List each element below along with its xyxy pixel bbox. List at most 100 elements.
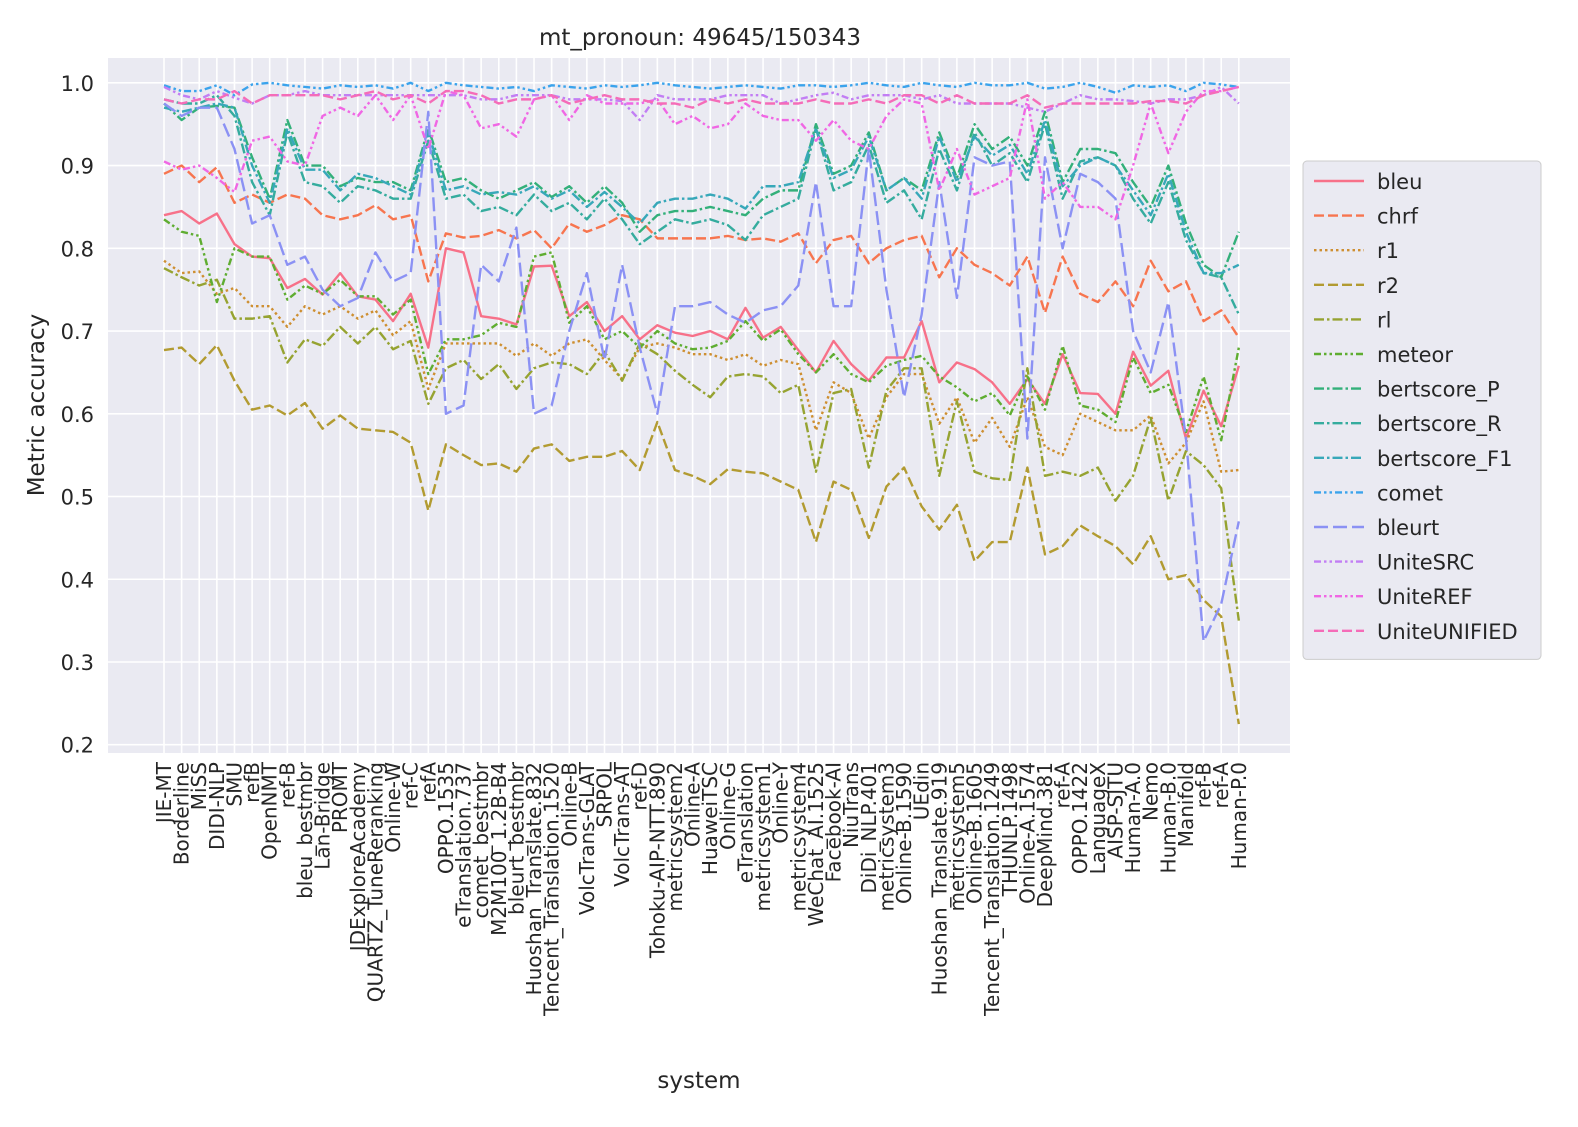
x-tick-label: M2M100_1.2B-B4 (487, 762, 511, 936)
series-line-UniteSRC (163, 85, 1240, 122)
x-tick-label: JIE-MT (152, 761, 176, 825)
x-tick-label: OPPO.1422 (1068, 762, 1092, 874)
legend-label: bleu (1377, 170, 1422, 194)
x-tick-label: THUNLP.1498 (998, 762, 1022, 897)
x-tick-label: MiSS (187, 762, 211, 810)
x-tick-label: Human-A.0 (1121, 762, 1145, 873)
x-tick-label: DeepMind.381 (1033, 762, 1057, 907)
x-tick-label: ref-A (1209, 762, 1233, 809)
x-tick-label: eTranslation.737 (452, 762, 476, 928)
series-line-meteor (163, 218, 1240, 442)
x-tick-label: metricsystem4 (786, 762, 810, 911)
y-tick-label: 0.6 (61, 403, 94, 427)
x-tick-label: PROMT (328, 761, 352, 833)
x-tick-label: ref-C (399, 762, 423, 809)
x-tick-label: Online-Y (769, 761, 793, 843)
x-tick-label: metricsystem3 (874, 762, 898, 911)
x-tick-label: Tencent_Translation.1249 (980, 762, 1004, 1017)
legend-label: r2 (1377, 274, 1399, 298)
series-line-UniteREF (163, 85, 1240, 221)
x-tick-label: Online-G (716, 762, 740, 850)
x-tick-label: Human-B.0 (1156, 762, 1180, 873)
x-tick-label: WeChat_AI.1525 (804, 762, 828, 926)
x-tick-label: Borderline (170, 762, 194, 865)
x-tick-label: VolcTrans-AT (610, 761, 634, 887)
y-tick-label: 0.5 (61, 486, 94, 510)
plot-area (108, 58, 1290, 753)
y-tick-label: 0.9 (61, 155, 94, 179)
x-tick-label: SRPOL (593, 761, 617, 827)
legend-label: comet (1377, 481, 1443, 505)
x-tick-label: Online-W (381, 762, 405, 853)
x-tick-label: VolcTrans-GLAT (575, 761, 599, 915)
legend-label: UniteSRC (1377, 551, 1474, 575)
legend: bleu chrf r1 r2 rl meteor bertscore_P bertscore… (1302, 160, 1542, 660)
x-tick-label: OPPO.1535 (434, 762, 458, 874)
x-axis-ticks: JIE-MTBorderlineMiSSDIDI-NLPSMUrefBOpenN… (152, 761, 1251, 1017)
x-tick-label: ref-D (628, 762, 652, 811)
legend-label: UniteREF (1377, 585, 1473, 609)
x-tick-label: eTranslation (733, 762, 757, 883)
x-tick-label: Online-A.1574 (1015, 762, 1039, 904)
legend-label: rl (1377, 308, 1391, 332)
x-tick-label: NiuTrans (839, 762, 863, 848)
series-line-bertscore_F1 (163, 102, 1240, 275)
chart-title: mt_pronoun: 49645/150343 (539, 25, 861, 51)
x-tick-label: refA (416, 762, 440, 803)
x-tick-label: Online-B (557, 762, 581, 847)
y-axis-ticks: 0.2 0.3 0.4 0.5 0.6 0.7 0.8 0.9 1.0 (61, 72, 94, 758)
x-tick-label: Huoshan_Translate.919 (927, 762, 951, 995)
x-tick-label: Tohoku-AIP-NTT.890 (645, 762, 669, 959)
series-line-rl (163, 267, 1241, 621)
series-line-r1 (163, 259, 1239, 473)
x-tick-label: metricsystem5 (945, 762, 969, 911)
y-tick-label: 1.0 (61, 72, 94, 96)
legend-label: bertscore_R (1377, 412, 1502, 437)
series-line-UniteUNIFIED (163, 85, 1240, 109)
x-tick-label: Lan-Bridge (311, 762, 335, 870)
x-tick-label: OpenNMT (258, 761, 282, 860)
series-line-chrf (163, 164, 1240, 339)
x-tick-label: Tencent_Translation.1520 (540, 762, 564, 1017)
x-tick-label: Online-A (681, 762, 705, 847)
x-tick-label: UEdin (910, 762, 934, 820)
x-tick-label: DIDI-NLP (205, 762, 229, 850)
x-tick-label: LanguageX (1086, 762, 1110, 875)
x-tick-label: bleu_bestmbr (293, 761, 317, 899)
x-tick-label: QUARTZ_TuneReranking (363, 762, 387, 1002)
x-axis-label: system (657, 1068, 740, 1094)
x-tick-label: refB (240, 762, 264, 803)
x-tick-label: bleurt_bestmbr (504, 761, 528, 915)
x-tick-label: ref-A (1051, 762, 1075, 809)
x-tick-label: AISP-SJTU (1103, 762, 1127, 859)
series-line-r2 (163, 343, 1241, 725)
series-line-bleurt (163, 102, 1240, 643)
x-tick-label: Online-B.1605 (963, 762, 987, 904)
x-tick-label: metricsystem1 (751, 762, 775, 911)
x-tick-label: HuaweiTSC (698, 762, 722, 875)
x-tick-label: Nemo (1139, 762, 1163, 821)
series-line-bertscore_P (163, 102, 1240, 279)
x-tick-label: Manifold (1174, 762, 1198, 847)
legend-label: UniteUNIFIED (1377, 620, 1518, 644)
x-tick-label: ref-B (1192, 762, 1216, 808)
legend-label: bleurt (1377, 516, 1439, 540)
x-tick-label: Online-B.1590 (892, 762, 916, 904)
x-tick-label: JDExploreAcademy (346, 762, 370, 953)
series-line-bleu (163, 209, 1240, 440)
x-tick-label: ref-B (275, 762, 299, 808)
x-tick-label: metricsystem2 (663, 762, 687, 911)
y-tick-label: 0.8 (61, 237, 94, 261)
legend-label: chrf (1377, 205, 1418, 229)
x-tick-label: Human-P.0 (1227, 762, 1251, 869)
x-tick-label: Huoshan_Translate.832 (522, 762, 546, 995)
series-lines (163, 81, 1241, 725)
y-tick-label: 0.4 (61, 568, 94, 592)
legend-label: meteor (1377, 343, 1453, 367)
legend-label: r1 (1377, 239, 1399, 263)
legend-label: bertscore_F1 (1377, 447, 1513, 472)
x-tick-label: Facebook-AI (822, 762, 846, 882)
y-tick-label: 0.2 (61, 734, 94, 758)
y-tick-label: 0.7 (61, 320, 94, 344)
